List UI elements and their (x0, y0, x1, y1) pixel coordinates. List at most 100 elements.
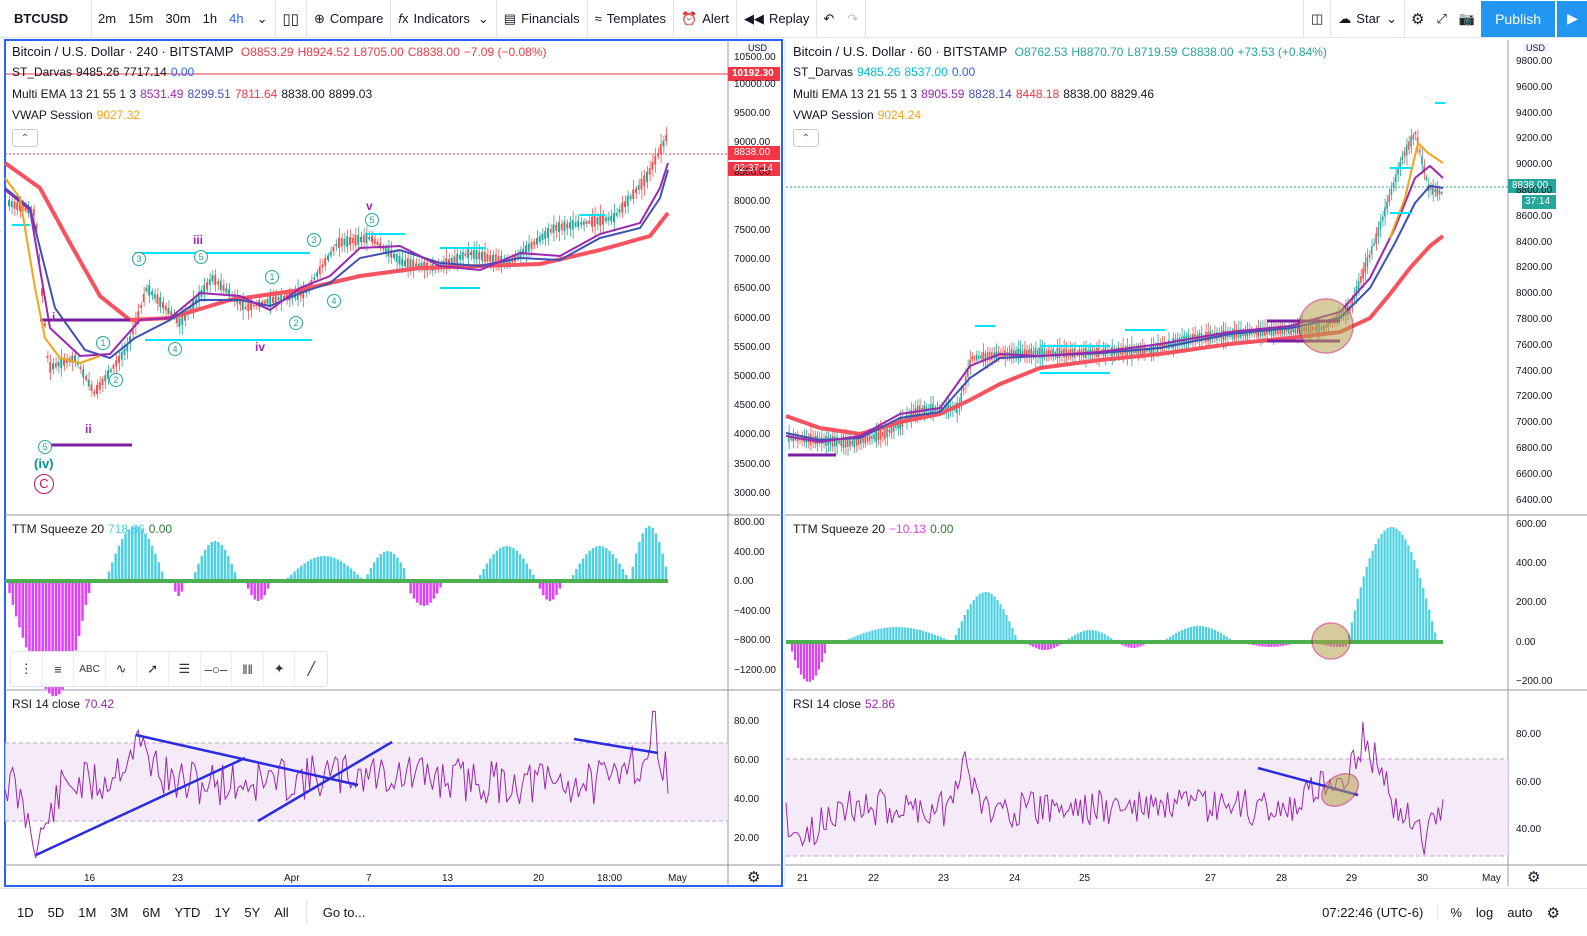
goto-button[interactable]: Go to... (322, 905, 366, 920)
replay-button[interactable]: ◀◀ Replay (737, 0, 818, 38)
ttm-bar (382, 551, 386, 581)
range-all[interactable]: All (274, 905, 289, 920)
timezone-button[interactable]: 07:22:46 (UTC-6) (1315, 905, 1439, 920)
candle-body (1381, 216, 1384, 221)
right-ema-legend[interactable]: Multi EMA 13 21 55 1 3 8905.59 8828.14 8448… (793, 87, 1158, 101)
right-ttm-tick: 400.00 (1516, 558, 1547, 570)
tf-2m[interactable]: 2m (98, 11, 117, 26)
alert-button[interactable]: ⏰ Alert (674, 0, 737, 38)
bottom-divider (305, 900, 307, 925)
star-button[interactable]: ☁ Star ⌄ (1331, 0, 1406, 38)
candle-body (219, 280, 222, 290)
left-darvas-legend[interactable]: ST_Darvas 9485.26 7717.14 0.00 (12, 65, 198, 79)
left-currency-label[interactable]: USD (745, 43, 771, 53)
candle-body (1163, 343, 1166, 349)
range-5d[interactable]: 5D (47, 905, 65, 920)
elliott-wave-tool[interactable]: ∿ (106, 652, 138, 686)
financials-button[interactable]: ▤ Financials (497, 0, 588, 38)
right-price-highlight-circle[interactable] (1298, 298, 1354, 354)
fullscreen-button[interactable]: ⤢ (1430, 0, 1452, 38)
settings-button[interactable]: ⚙ (1405, 0, 1430, 38)
candle-body (120, 351, 123, 360)
indicators-button[interactable]: fx Indicators ⌄ (391, 0, 497, 38)
lines-tool[interactable]: ≡ (43, 652, 75, 686)
candle-body (1257, 327, 1259, 337)
log-toggle[interactable]: log (1475, 905, 1494, 920)
ttm-bar (585, 554, 588, 581)
right-axis-settings-button[interactable]: ⚙ (1527, 868, 1540, 886)
abc-pattern-tool[interactable]: ABC (74, 652, 106, 686)
range-3m[interactable]: 3M (110, 905, 129, 920)
candle-body (13, 201, 16, 209)
left-axis-settings-button[interactable]: ⚙ (747, 868, 760, 886)
left-rsi-legend[interactable]: RSI 14 close 70.42 (12, 697, 118, 711)
right-rsi-legend[interactable]: RSI 14 close 52.86 (793, 697, 899, 711)
right-ttm-highlight-circle[interactable] (1311, 622, 1351, 660)
ttm-bar (14, 581, 18, 617)
ttm-bar (1055, 642, 1059, 647)
ttm-bar (1047, 642, 1050, 650)
right-currency-label[interactable]: USD (1523, 43, 1549, 53)
left-rsi-trendlines[interactable] (35, 733, 659, 857)
bottom-settings-button[interactable]: ⚙ (1540, 904, 1567, 922)
candle-body (1023, 348, 1026, 358)
left-price-tick: 5500.00 (734, 341, 771, 353)
range-1m[interactable]: 1M (78, 905, 97, 920)
right-ttm-legend[interactable]: TTM Squeeze 20 −10.13 0.00 (793, 522, 957, 536)
right-rsi-highlight-circle[interactable] (1316, 767, 1365, 813)
ttm-bar (303, 563, 306, 581)
chart-area[interactable] (0, 38, 1587, 888)
range-1d[interactable]: 1D (17, 905, 34, 920)
candle-body (373, 238, 376, 244)
redo-button[interactable]: ↷ (840, 0, 867, 38)
ttm-bar (1362, 576, 1365, 642)
tf-4h[interactable]: 4h (229, 11, 244, 26)
fib-tool[interactable]: ☰ (169, 652, 201, 686)
right-darvas-legend[interactable]: ST_Darvas 9485.26 8537.00 0.00 (793, 65, 979, 79)
right-ema-mid-line (785, 164, 1444, 444)
trend-line-tool[interactable]: ➚ (137, 652, 170, 686)
range-6m[interactable]: 6M (142, 905, 161, 920)
line-tool[interactable]: ╱ (295, 652, 327, 686)
chart-type-button[interactable]: ▯▯ (276, 0, 308, 38)
snapshot-button[interactable]: 📷 (1453, 0, 1481, 38)
left-vwap-legend[interactable]: VWAP Session 9027.32 (12, 108, 144, 122)
compare-button[interactable]: ⊕ Compare (307, 0, 392, 38)
undo-button[interactable]: ↶ (817, 0, 840, 38)
left-collapse-legend-button[interactable]: ⌃ (12, 129, 38, 147)
layout-button[interactable]: ◫ (1302, 0, 1332, 38)
symbol-search[interactable]: BTCUSD (0, 0, 92, 38)
ttm-bar (631, 566, 635, 581)
tf-1h[interactable]: 1h (202, 11, 218, 26)
tf-15m[interactable]: 15m (128, 11, 154, 26)
tf-30m[interactable]: 30m (165, 11, 191, 26)
long-position-tool[interactable]: ‖‖ (232, 652, 264, 686)
right-price-tick: 9800.00 (1516, 56, 1553, 67)
left-ttm-legend[interactable]: TTM Squeeze 20 718.86 0.00 (12, 522, 176, 536)
horizontal-ray-tool[interactable]: –○– (201, 652, 233, 686)
range-1y[interactable]: 1Y (214, 905, 231, 920)
percent-toggle[interactable]: % (1450, 905, 1462, 920)
candle-body (459, 254, 461, 260)
ttm-bar (61, 581, 64, 690)
candle-body (338, 237, 340, 249)
pattern-tool[interactable]: ✦ (264, 652, 296, 686)
right-vwap-legend[interactable]: VWAP Session 9024.24 (793, 108, 925, 122)
left-time-tick: 18:00 (597, 873, 623, 884)
range-5y[interactable]: 5Y (244, 905, 261, 920)
templates-button[interactable]: ≈ Templates (588, 0, 675, 38)
ttm-bar (412, 581, 416, 599)
right-collapse-legend-button[interactable]: ⌃ (793, 129, 819, 147)
drag-handle[interactable]: ⋮ (11, 652, 43, 686)
ttm-bar (1428, 609, 1431, 642)
left-ema-legend[interactable]: Multi EMA 13 21 55 1 3 8531.49 8299.51 7811… (12, 87, 376, 101)
publish-button[interactable]: Publish (1481, 0, 1555, 37)
auto-toggle[interactable]: auto (1507, 905, 1533, 920)
candle-body (1266, 328, 1268, 335)
ttm-bar (54, 581, 58, 697)
timeframe-dropdown[interactable]: ⌄ (250, 0, 276, 38)
candle-body (629, 195, 632, 200)
publish-play-button[interactable]: ▶ (1557, 0, 1587, 37)
range-ytd[interactable]: YTD (174, 905, 201, 920)
ttm-bar (901, 627, 904, 642)
